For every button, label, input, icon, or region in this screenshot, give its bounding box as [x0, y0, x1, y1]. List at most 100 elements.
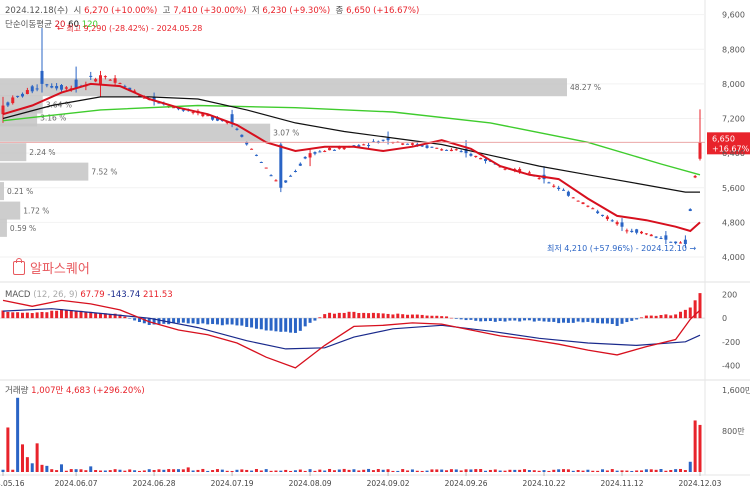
- candle-body: [445, 149, 449, 151]
- macd-hist-bar: [59, 309, 63, 319]
- ma20-legend: 20: [54, 20, 66, 30]
- candle-body: [113, 78, 117, 83]
- macd-hist-bar: [289, 318, 293, 333]
- volume-bar: [25, 457, 29, 472]
- candle-body: [693, 175, 697, 178]
- candle-body: [581, 202, 585, 205]
- candle-body: [571, 197, 575, 199]
- candle-body: [440, 149, 444, 151]
- candle-body: [123, 86, 127, 88]
- candle-body: [284, 180, 288, 183]
- candle-body: [342, 147, 346, 150]
- candle-body: [586, 205, 590, 207]
- candle-body: [698, 142, 702, 159]
- volume-bar: [469, 469, 473, 472]
- macd-hist-bar: [69, 309, 73, 319]
- price-tag-bg: [707, 132, 750, 155]
- volume-bar: [274, 470, 278, 472]
- volume-bar: [11, 469, 15, 472]
- candle-body: [332, 149, 336, 151]
- x-tick-label: 2024.06.07: [55, 479, 98, 488]
- volume-bar: [381, 469, 385, 472]
- volume-bar: [357, 470, 361, 472]
- macd-hist-bar: [566, 318, 570, 323]
- candle-body: [89, 75, 93, 77]
- volume-bar: [215, 469, 219, 472]
- close-value: 6,650 (+16.67%): [346, 6, 420, 16]
- volume-bar: [172, 469, 176, 472]
- volume-bar: [103, 470, 107, 472]
- macd-hist-bar: [610, 318, 614, 325]
- macd-hist-bar: [357, 313, 361, 319]
- macd-hist-bar: [401, 314, 405, 319]
- macd-hist-bar: [196, 318, 200, 325]
- hist-value: 211.53: [142, 290, 173, 300]
- macd-hist-bar: [644, 315, 648, 319]
- volume-bar: [142, 470, 146, 472]
- volume-bar: [527, 470, 531, 472]
- volume-bar: [649, 469, 653, 472]
- volume-value: 1,007만: [31, 386, 64, 396]
- macd-hist-bar: [386, 313, 390, 319]
- price-tick-label: 9,600: [722, 11, 745, 20]
- volume-bar: [669, 469, 673, 472]
- volume-bar: [474, 469, 478, 472]
- macd-hist-bar: [167, 318, 171, 325]
- macd-hist-bar: [16, 312, 20, 319]
- macd-hist-bar: [440, 316, 444, 319]
- macd-hist-bar: [552, 318, 556, 322]
- volume-bar: [605, 470, 609, 472]
- volume-bar: [269, 470, 273, 472]
- ma60-legend: 60: [68, 20, 79, 30]
- macd-hist-bar: [11, 312, 15, 319]
- volume-bar: [581, 470, 585, 472]
- macd-hist-bar: [157, 318, 161, 325]
- macd-hist-bar: [410, 314, 414, 319]
- candle-body: [386, 138, 390, 141]
- signal-line: [2, 308, 701, 350]
- price-tick-label: 5,600: [722, 184, 745, 193]
- volume-bar: [552, 469, 556, 472]
- ma-legend[interactable]: 단순이동평균 20 60 120: [5, 20, 98, 30]
- macd-hist-bar: [118, 314, 122, 319]
- candle-body: [371, 141, 375, 143]
- volume-panel: [1, 397, 702, 472]
- macd-hist-bar: [474, 318, 478, 321]
- candle-body: [55, 86, 59, 89]
- volume-bar: [688, 461, 692, 472]
- macd-hist-bar: [123, 316, 127, 319]
- candle-body: [181, 109, 185, 111]
- macd-hist-bar: [406, 314, 410, 319]
- volume-bar: [571, 470, 575, 472]
- volume-bar: [503, 470, 507, 472]
- macd-hist-bar: [557, 318, 561, 324]
- macd-hist-bar: [235, 318, 239, 326]
- macd-hist-bar: [20, 312, 24, 319]
- candle-body: [454, 149, 458, 151]
- volume-bar: [454, 469, 458, 472]
- volume-bar: [625, 470, 629, 472]
- low-annotation: 최저 4,210 (+57.96%) - 2024.12.10 →: [547, 244, 697, 253]
- candle-body: [688, 209, 692, 212]
- volume-bar: [420, 470, 424, 472]
- volume-legend: 거래량 1,007만 4,683 (+296.20%): [5, 386, 145, 396]
- macd-hist-bar: [591, 318, 595, 323]
- volume-bar: [35, 443, 39, 472]
- profile-label: 3.64 %: [46, 101, 72, 110]
- candle-body: [20, 93, 24, 97]
- volume-bar: [30, 463, 34, 472]
- candle-body: [410, 143, 414, 145]
- macd-hist-bar: [308, 318, 312, 323]
- candle-body: [620, 222, 624, 227]
- volume-bar: [396, 470, 400, 472]
- macd-hist-bar: [259, 318, 263, 330]
- macd-hist-bar: [454, 318, 458, 319]
- candle-body: [537, 178, 541, 180]
- candle-body: [152, 96, 156, 102]
- candle-body: [425, 145, 429, 148]
- macd-hist-bar: [625, 318, 629, 323]
- candle-body: [459, 151, 463, 153]
- high-label: 고: [162, 6, 171, 16]
- macd-hist-bar: [30, 313, 34, 319]
